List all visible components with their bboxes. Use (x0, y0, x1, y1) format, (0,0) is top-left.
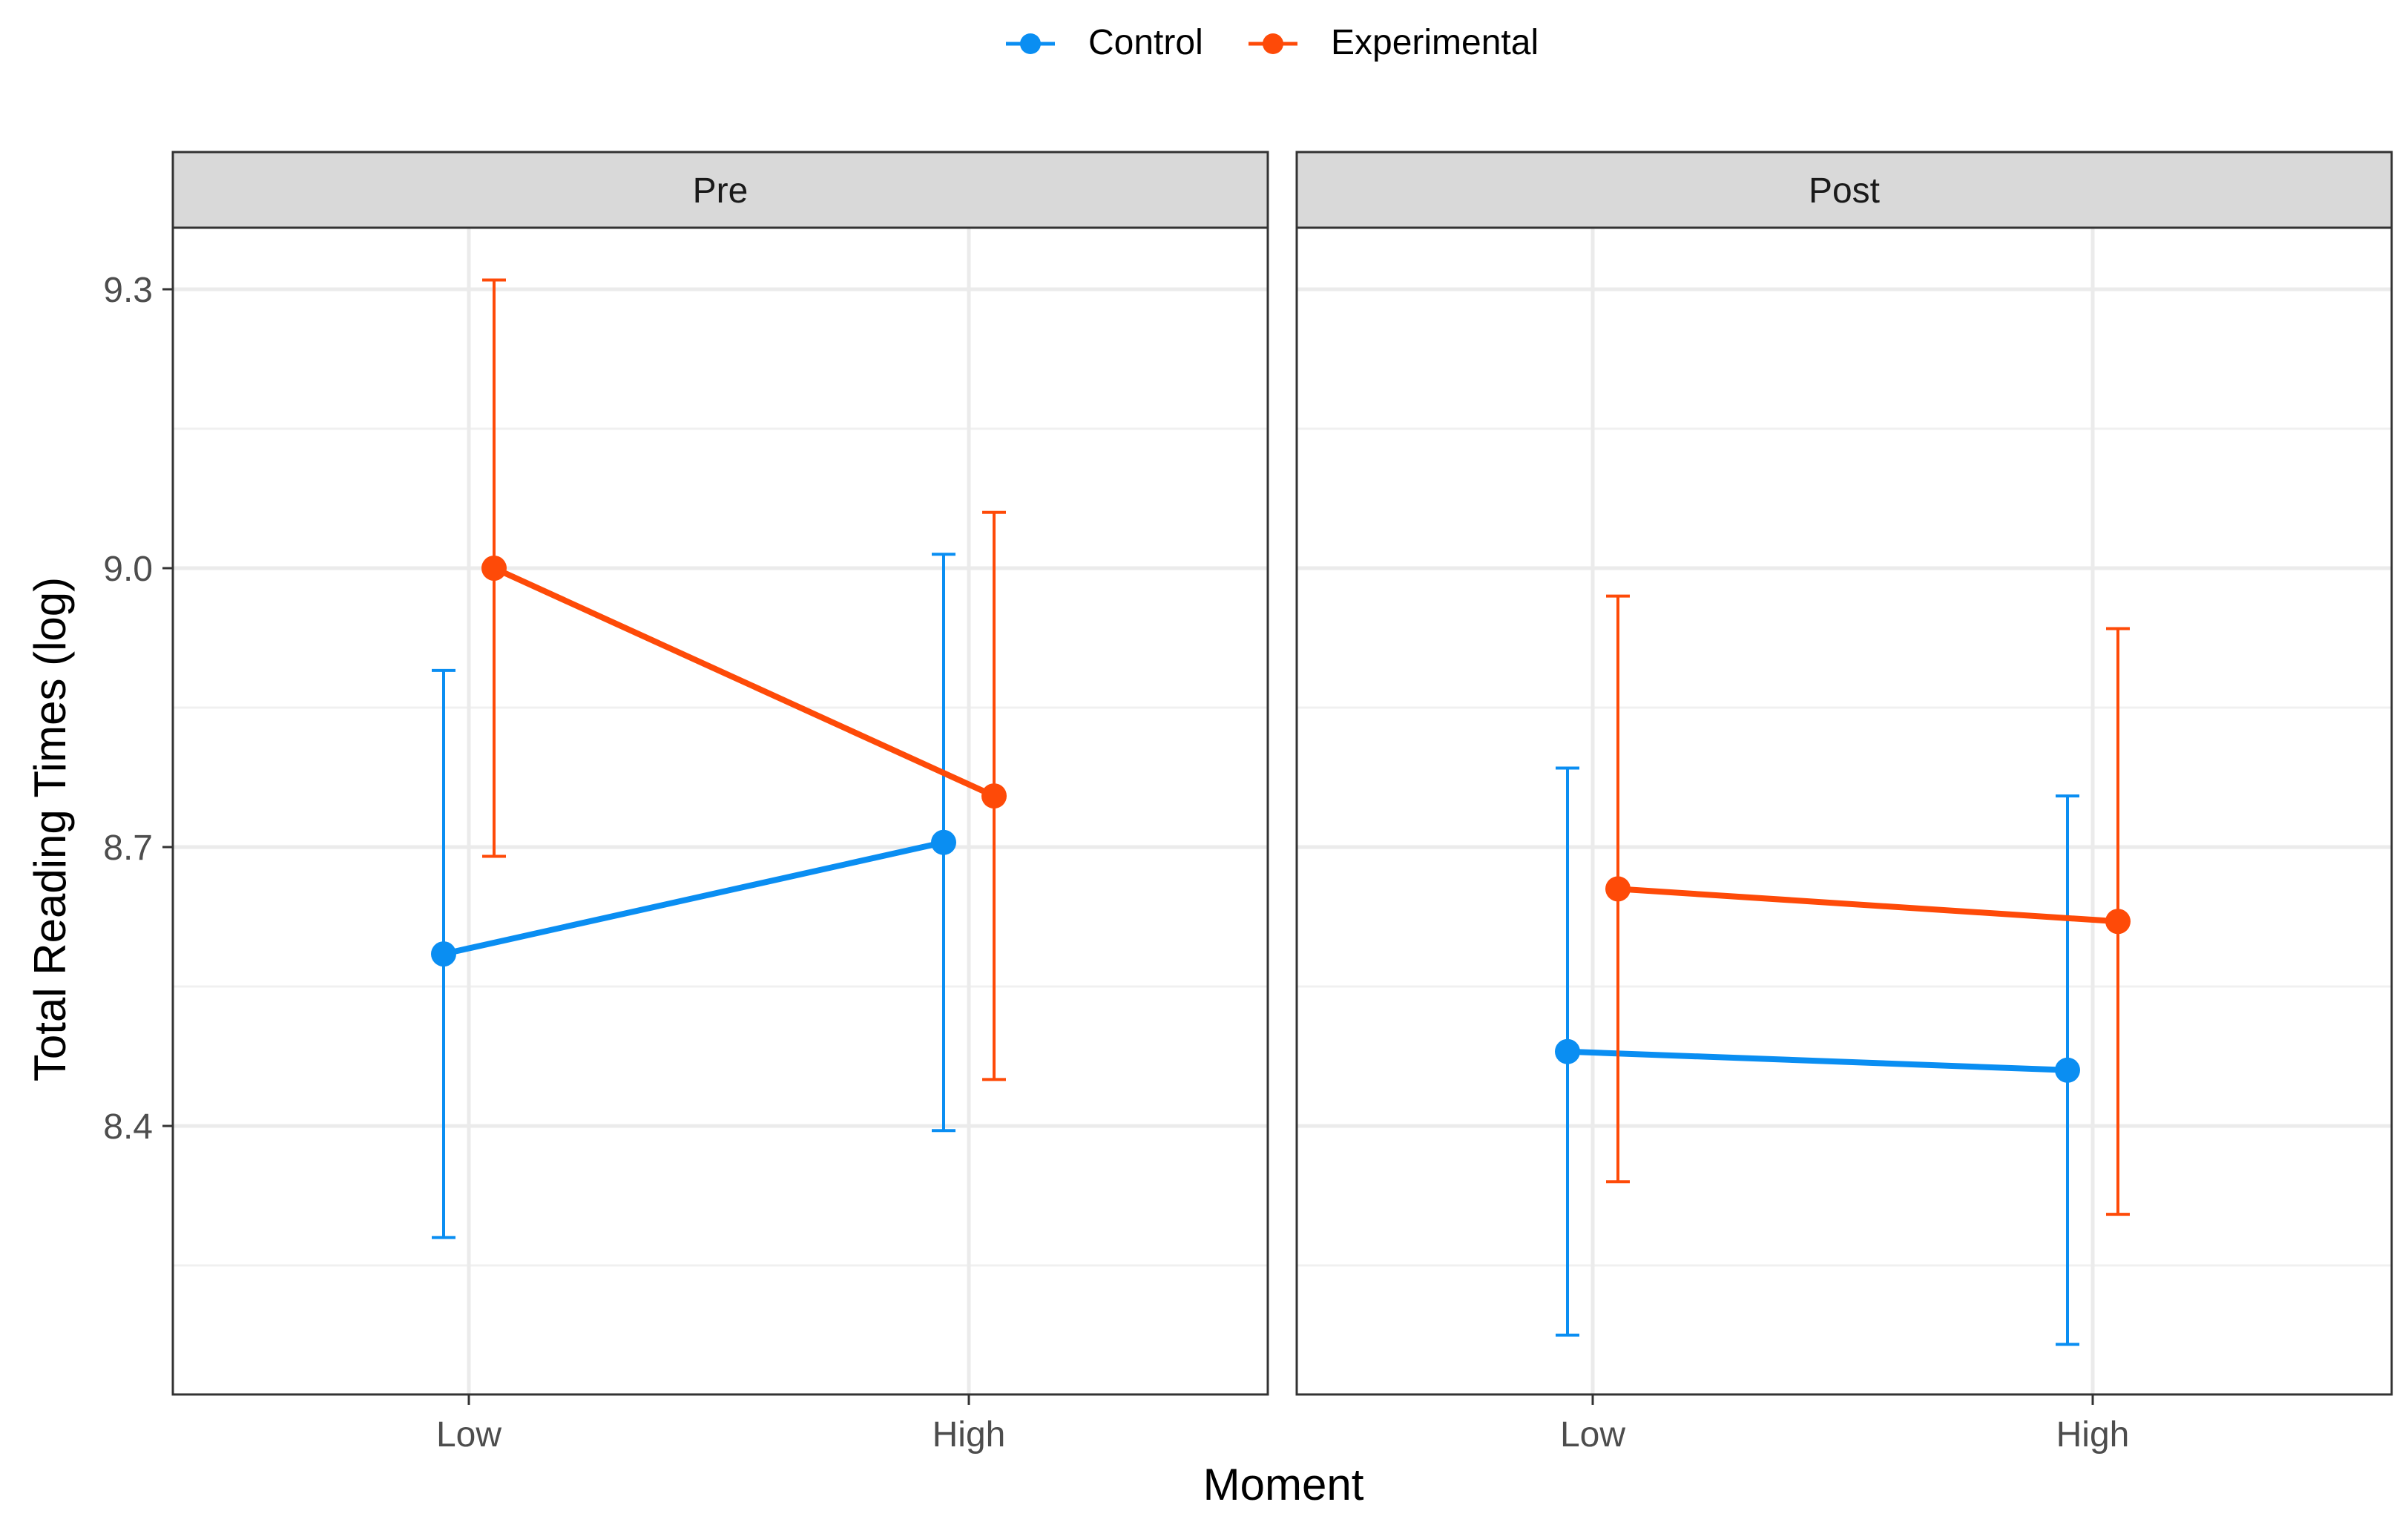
panel-pre: Pre Low High (171, 151, 1269, 1455)
panel-background (1297, 228, 2392, 1394)
facet-strip (1295, 151, 2393, 229)
panel-post: Post Low High (1295, 151, 2393, 1455)
data-point-experimental (981, 783, 1007, 809)
legend-experimental-label: Experimental (1331, 23, 1539, 62)
y-tick-label: 8.4 (103, 1107, 153, 1147)
x-tick-label: High (932, 1415, 1006, 1455)
facet-strip-label: Post (1809, 171, 1880, 211)
x-axis-title: Moment (1203, 1460, 1364, 1509)
y-tick-label: 8.7 (103, 829, 153, 868)
legend-control-label: Control (1088, 23, 1203, 62)
series-line-experimental (1615, 886, 2121, 925)
data-point-experimental (481, 555, 507, 581)
data-point-experimental (1605, 876, 1631, 902)
y-axis: 8.4 8.7 9.0 9.3 (103, 271, 173, 1147)
data-point-control (931, 829, 956, 855)
y-axis-title: Total Reading Times (log) (25, 577, 75, 1081)
data-point-control (431, 941, 456, 967)
x-tick-label: Low (436, 1415, 501, 1455)
legend: Control Experimental (1006, 23, 1539, 62)
x-tick-label: Low (1560, 1415, 1625, 1455)
data-point-control (1555, 1038, 1580, 1064)
facet-strip (171, 151, 1269, 229)
x-tick-label: High (2056, 1415, 2130, 1455)
series-line-control (441, 839, 947, 958)
facet-strip-label: Pre (693, 171, 749, 211)
legend-control-marker (1020, 33, 1041, 54)
y-tick-label: 9.0 (103, 550, 153, 589)
legend-experimental-marker (1263, 33, 1283, 54)
series-line-control (1565, 1048, 2070, 1073)
y-tick-label: 9.3 (103, 271, 153, 310)
panel-background (173, 228, 1268, 1394)
series-line-experimental (491, 564, 997, 800)
data-point-experimental (2105, 909, 2131, 935)
panels-layer: Pre Low High Post Low High 8.4 8.7 9.0 9.3 (103, 151, 2393, 1455)
data-point-control (2055, 1057, 2080, 1083)
